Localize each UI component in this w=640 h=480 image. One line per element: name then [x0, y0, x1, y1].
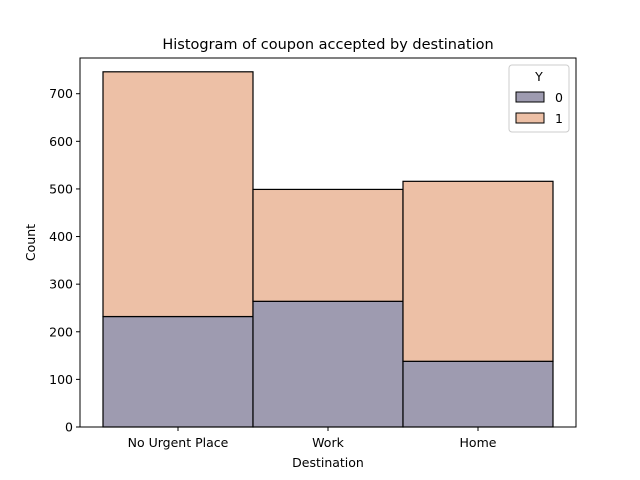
x-tick-label: Work: [312, 435, 344, 450]
legend-swatch-0: [515, 91, 545, 103]
x-axis: No Urgent Place Work Home: [128, 427, 497, 450]
legend-label-1: 1: [555, 111, 563, 126]
legend-swatch-1: [515, 112, 545, 124]
y-tick-label: 0: [65, 420, 73, 435]
bar-work-y0: [252, 300, 404, 428]
bar-no-urgent-place-y1: [102, 71, 254, 318]
y-tick-label: 400: [49, 229, 73, 244]
legend-title: Y: [534, 69, 543, 84]
y-axis-label: Count: [23, 224, 38, 261]
y-tick-label: 600: [49, 134, 73, 149]
y-tick-label: 700: [49, 86, 73, 101]
bars-group: [102, 71, 554, 428]
y-axis: 0 100 200 300 400 500 600 700: [49, 86, 80, 435]
x-axis-label: Destination: [292, 455, 364, 470]
y-tick-label: 200: [49, 324, 73, 339]
bar-home-y0: [402, 360, 554, 428]
plot-frame: [79, 57, 577, 428]
x-tick-label: No Urgent Place: [128, 435, 229, 450]
legend: Y 0 1: [508, 64, 570, 133]
bar-work-y1: [252, 188, 404, 302]
x-tick-label: Home: [460, 435, 497, 450]
bar-home-y1: [402, 180, 554, 362]
legend-label-0: 0: [555, 90, 563, 105]
y-tick-label: 500: [49, 181, 73, 196]
bar-no-urgent-place-y0: [102, 315, 254, 428]
y-tick-label: 300: [49, 277, 73, 292]
y-tick-label: 100: [49, 372, 73, 387]
chart-title: Histogram of coupon accepted by destinat…: [162, 37, 493, 53]
